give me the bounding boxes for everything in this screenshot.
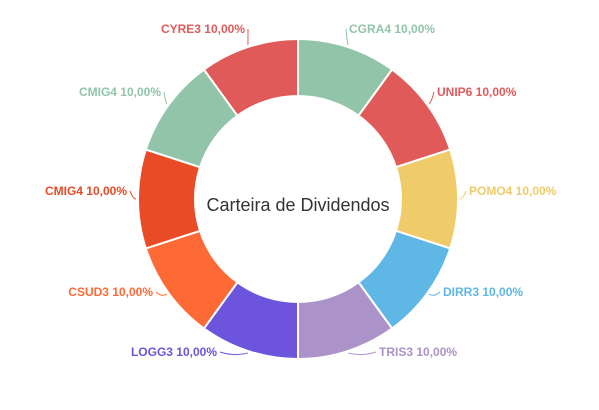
data-label-unip6-1: UNIP6 10,00% <box>437 85 517 99</box>
data-label-dirr3-3: DIRR3 10,00% <box>443 285 523 299</box>
data-label-cgra4-0: CGRA4 10,00% <box>349 22 435 36</box>
leader-line-4 <box>347 351 377 356</box>
leader-line-2 <box>459 190 467 200</box>
data-label-csud3-6: CSUD3 10,00% <box>68 285 153 299</box>
chart-title: Carteira de Dividendos <box>206 195 389 215</box>
data-label-pomo4-2: POMO4 10,00% <box>469 184 557 198</box>
data-label-logg3-5: LOGG3 10,00% <box>131 345 217 359</box>
leader-line-3 <box>428 291 441 296</box>
leader-line-7 <box>129 190 137 200</box>
leader-line-6 <box>155 291 168 296</box>
data-label-cmig4-7: CMIG4 10,00% <box>45 184 127 198</box>
leader-line-0 <box>345 28 349 46</box>
slice-cyre3-9[interactable] <box>202 37 299 118</box>
data-label-tris3-4: TRIS3 10,00% <box>379 345 457 359</box>
data-label-cyre3-9: CYRE3 10,00% <box>161 22 245 36</box>
leader-line-1 <box>428 91 435 105</box>
data-label-cmig4-8: CMIG4 10,00% <box>79 85 161 99</box>
leader-line-8 <box>163 91 168 105</box>
leader-line-5 <box>219 351 249 356</box>
